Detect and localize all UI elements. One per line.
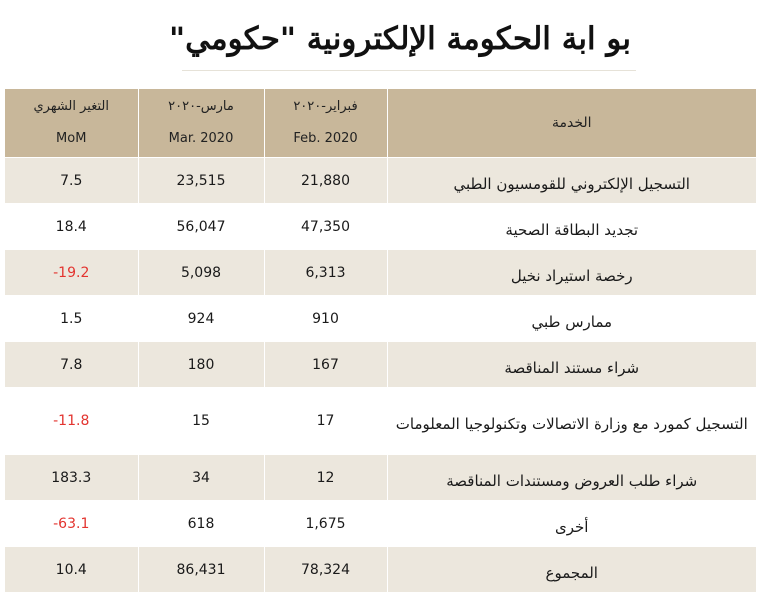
service-cell: ممارس طبي <box>387 296 756 342</box>
mom-header-ar: التغير الشهري <box>5 98 138 116</box>
mom-cell: 18.4 <box>5 204 138 250</box>
feb-column-header: فبراير-٢٠٢٠ Feb. 2020 <box>264 89 387 158</box>
mar-cell: 23,515 <box>138 158 264 204</box>
mar-cell: 34 <box>138 455 264 501</box>
feb-cell: 78,324 <box>264 547 387 592</box>
table-header-row: التغير الشهري MoM مارس-٢٠٢٠ Mar. 2020 فب… <box>5 89 756 158</box>
mar-column-header: مارس-٢٠٢٠ Mar. 2020 <box>138 89 264 158</box>
mom-cell: -11.8 <box>5 388 138 455</box>
mom-cell: 7.5 <box>5 158 138 204</box>
service-cell: التسجيل كمورد مع وزارة الاتصالات وتكنولو… <box>387 388 756 455</box>
service-column-header: الخدمة <box>387 89 756 158</box>
feb-cell: 12 <box>264 455 387 501</box>
service-cell: رخصة استيراد نخيل <box>387 250 756 296</box>
mar-cell: 924 <box>138 296 264 342</box>
feb-cell: 21,880 <box>264 158 387 204</box>
mom-cell: -63.1 <box>5 501 138 547</box>
mom-header-en: MoM <box>5 130 138 148</box>
service-cell: التسجيل الإلكتروني للقومسيون الطبي <box>387 158 756 204</box>
mar-header-ar: مارس-٢٠٢٠ <box>139 98 264 116</box>
service-cell: تجديد البطاقة الصحية <box>387 204 756 250</box>
feb-header-en: Feb. 2020 <box>265 130 387 148</box>
feb-header-ar: فبراير-٢٠٢٠ <box>265 98 387 116</box>
mom-cell: 7.8 <box>5 342 138 388</box>
feb-cell: 47,350 <box>264 204 387 250</box>
service-cell: شراء طلب العروض ومستندات المناقصة <box>387 455 756 501</box>
service-cell: أخرى <box>387 501 756 547</box>
feb-cell: 6,313 <box>264 250 387 296</box>
mom-cell: -19.2 <box>5 250 138 296</box>
feb-cell: 17 <box>264 388 387 455</box>
feb-cell: 167 <box>264 342 387 388</box>
mom-cell: 1.5 <box>5 296 138 342</box>
service-cell: المجموع <box>387 547 756 592</box>
mar-cell: 56,047 <box>138 204 264 250</box>
mar-cell: 15 <box>138 388 264 455</box>
service-cell: شراء مستند المناقصة <box>387 342 756 388</box>
services-table: التغير الشهري MoM مارس-٢٠٢٠ Mar. 2020 فب… <box>5 89 756 592</box>
mar-cell: 180 <box>138 342 264 388</box>
mar-cell: 618 <box>138 501 264 547</box>
feb-cell: 1,675 <box>264 501 387 547</box>
mar-header-en: Mar. 2020 <box>139 130 264 148</box>
mom-cell: 10.4 <box>5 547 138 592</box>
feb-cell: 910 <box>264 296 387 342</box>
title-underline <box>182 70 636 71</box>
mar-cell: 5,098 <box>138 250 264 296</box>
mom-cell: 183.3 <box>5 455 138 501</box>
mom-column-header: التغير الشهري MoM <box>5 89 138 158</box>
mar-cell: 86,431 <box>138 547 264 592</box>
page-title: بو ابة الحكومة الإلكترونية "حكومي" <box>150 14 650 64</box>
